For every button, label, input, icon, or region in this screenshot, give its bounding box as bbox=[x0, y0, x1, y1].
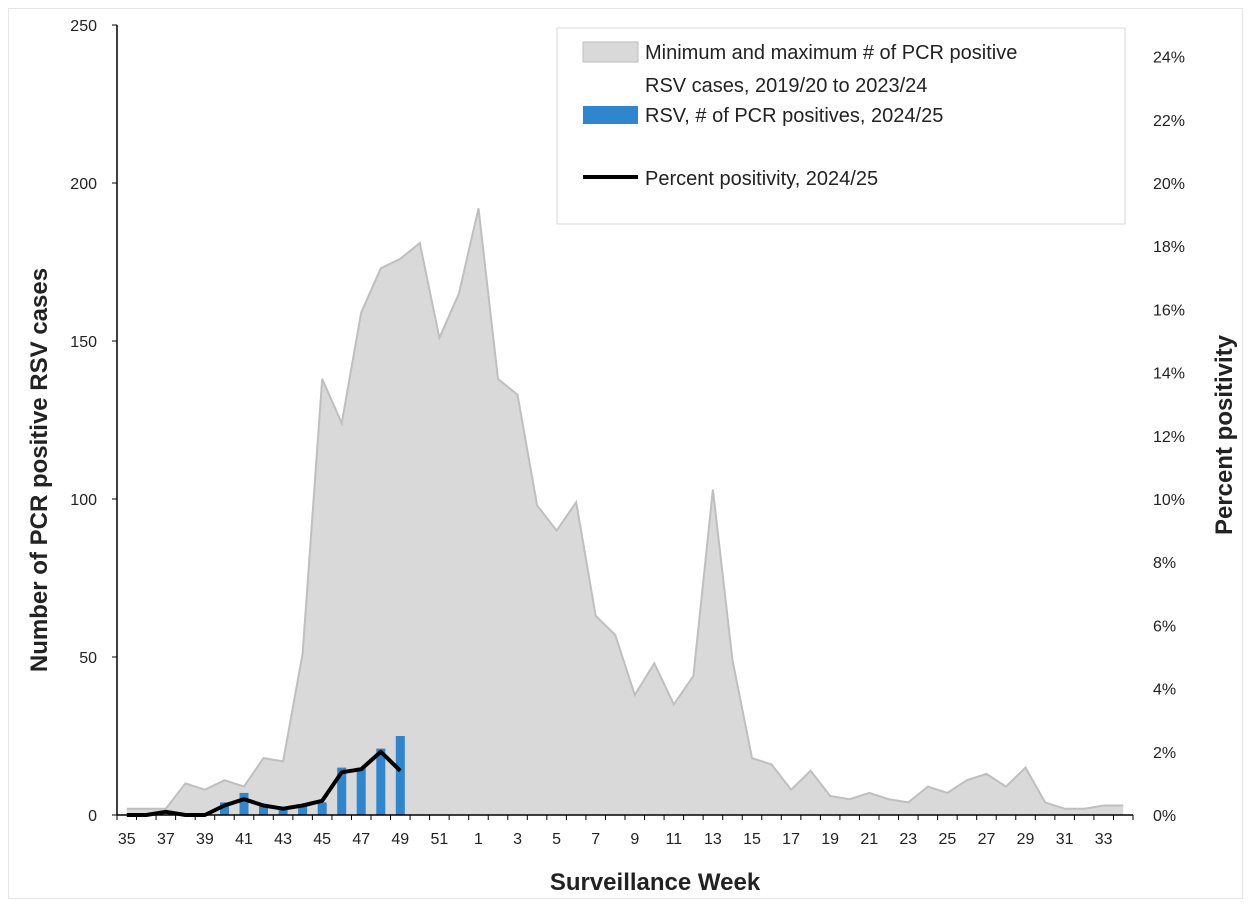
y-tick-label: 250 bbox=[70, 18, 97, 35]
bar-week-48 bbox=[376, 748, 386, 815]
y-tick-label: 200 bbox=[70, 176, 97, 193]
y2-tick-label: 10% bbox=[1153, 492, 1185, 509]
y-axis-title: Number of PCR positive RSV cases bbox=[26, 268, 53, 672]
y2-tick-label: 24% bbox=[1153, 50, 1185, 67]
legend-swatch-bar bbox=[583, 106, 638, 124]
x-tick-label: 43 bbox=[274, 831, 292, 848]
x-tick-label: 45 bbox=[313, 831, 331, 848]
x-tick-label: 19 bbox=[821, 831, 839, 848]
y2-ticks-group: 0% 2% 4% 6% 8% 10% 12% 14% 16% 18% 20% 22% 24% bbox=[1153, 50, 1185, 825]
x-tick-label: 37 bbox=[157, 831, 175, 848]
bar-week-44 bbox=[298, 805, 308, 815]
x-tick-label: 3 bbox=[513, 831, 522, 848]
y2-tick-label: 4% bbox=[1153, 682, 1176, 699]
x-tick-label: 41 bbox=[235, 831, 253, 848]
y2-axis-title: Percent positivity bbox=[1211, 334, 1238, 535]
bar-week-41 bbox=[239, 792, 249, 815]
x-tick-label: 21 bbox=[860, 831, 878, 848]
min-max-area-group bbox=[126, 208, 1124, 816]
y2-tick-label: 22% bbox=[1153, 113, 1185, 130]
x-axis-title: Surveillance Week bbox=[550, 869, 761, 896]
bar-week-43 bbox=[278, 808, 288, 815]
x-tick-label: 11 bbox=[666, 831, 683, 848]
y-tick-label: 150 bbox=[70, 334, 97, 351]
y2-tick-label: 14% bbox=[1153, 366, 1185, 383]
bar-week-45 bbox=[317, 802, 327, 815]
x-tick-label: 25 bbox=[938, 831, 956, 848]
x-tick-label: 31 bbox=[1056, 831, 1074, 848]
x-tick-label: 5 bbox=[552, 831, 561, 848]
bar-week-40 bbox=[220, 802, 229, 815]
y2-tick-label: 2% bbox=[1153, 745, 1176, 762]
y-ticks-group: 0 50 100 150 200 250 bbox=[70, 18, 117, 825]
legend-label-bar: RSV, # of PCR positives, 2024/25 bbox=[645, 105, 943, 127]
x-tick-label: 13 bbox=[704, 831, 722, 848]
chart-frame bbox=[8, 8, 1243, 899]
x-tick-label: 1 bbox=[474, 831, 483, 848]
x-tick-label: 39 bbox=[196, 831, 214, 848]
legend-label-area-line2: RSV cases, 2019/20 to 2023/24 bbox=[645, 75, 927, 97]
x-tick-label: 47 bbox=[352, 831, 370, 848]
x-ticks-group: 35 37 39 41 43 45 47 49 51 1 3 5 7 9 11 13 15 17 19 21 23 25 2… bbox=[116, 815, 1134, 848]
bar-week-42 bbox=[259, 805, 268, 815]
bar-week-49 bbox=[395, 736, 405, 815]
y2-tick-label: 20% bbox=[1153, 176, 1185, 193]
legend-label-area-line1: Minimum and maximum # of PCR positive bbox=[645, 42, 1017, 64]
x-tick-label: 33 bbox=[1095, 831, 1113, 848]
positivity-line bbox=[126, 749, 402, 817]
x-tick-label: 15 bbox=[743, 831, 761, 848]
x-tick-label: 51 bbox=[430, 831, 448, 848]
y2-tick-label: 6% bbox=[1153, 618, 1176, 635]
x-tick-label: 35 bbox=[118, 831, 136, 848]
x-tick-label: 9 bbox=[630, 831, 639, 848]
y-tick-label: 0 bbox=[88, 808, 97, 825]
x-tick-label: 17 bbox=[782, 831, 800, 848]
legend-swatch-area bbox=[582, 41, 639, 63]
legend: Minimum and maximum # of PCR positive RS… bbox=[556, 27, 1126, 225]
y2-tick-label: 8% bbox=[1153, 555, 1176, 572]
min-max-area bbox=[126, 208, 1124, 816]
x-tick-label: 29 bbox=[1017, 831, 1035, 848]
positivity-line-group bbox=[126, 749, 402, 817]
x-tick-label: 7 bbox=[591, 831, 600, 848]
bars-group bbox=[220, 736, 405, 815]
x-tick-label: 49 bbox=[391, 831, 409, 848]
bar-week-47 bbox=[356, 767, 366, 815]
y2-tick-label: 0% bbox=[1153, 808, 1176, 825]
bar-week-46 bbox=[337, 767, 347, 815]
legend-box bbox=[556, 27, 1126, 225]
x-tick-label: 27 bbox=[978, 831, 996, 848]
min-max-area-edge bbox=[126, 208, 1124, 810]
y2-tick-label: 18% bbox=[1153, 239, 1185, 256]
y-tick-label: 50 bbox=[79, 650, 97, 667]
legend-label-line: Percent positivity, 2024/25 bbox=[645, 168, 878, 190]
y2-tick-label: 16% bbox=[1153, 302, 1185, 319]
y-tick-label: 100 bbox=[70, 492, 97, 509]
y2-tick-label: 12% bbox=[1153, 429, 1185, 446]
x-tick-label: 23 bbox=[899, 831, 917, 848]
